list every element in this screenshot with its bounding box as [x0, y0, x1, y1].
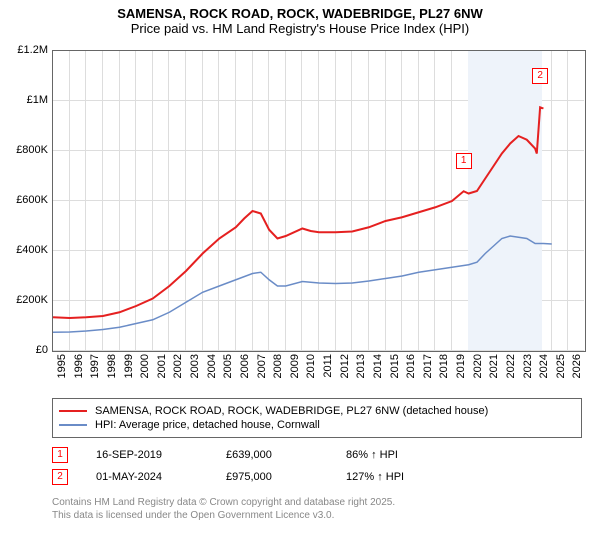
x-tick-label: 2019: [455, 354, 467, 384]
x-tick-label: 2003: [189, 354, 201, 384]
y-tick-label: £1M: [27, 94, 48, 106]
sale-marker-1: 1: [456, 153, 472, 169]
x-tick-label: 2017: [422, 354, 434, 384]
y-tick-label: £0: [36, 344, 48, 356]
sale-row-marker: 1: [52, 447, 68, 463]
footer: Contains HM Land Registry data © Crown c…: [52, 496, 395, 522]
sale-pct: 86% ↑ HPI: [346, 449, 466, 461]
sale-row: 1 16-SEP-2019£639,00086% ↑ HPI: [52, 444, 466, 466]
title-line1: SAMENSA, ROCK ROAD, ROCK, WADEBRIDGE, PL…: [0, 6, 600, 21]
x-tick-label: 2020: [472, 354, 484, 384]
legend-item: HPI: Average price, detached house, Corn…: [59, 419, 575, 431]
legend-swatch: [59, 424, 87, 426]
x-tick-label: 2012: [339, 354, 351, 384]
x-tick-label: 1998: [106, 354, 118, 384]
x-tick-label: 2021: [488, 354, 500, 384]
x-tick-label: 1997: [89, 354, 101, 384]
y-tick-label: £1.2M: [17, 44, 48, 56]
plot-area: [52, 50, 586, 352]
sale-marker-2: 2: [532, 68, 548, 84]
x-tick-label: 2008: [272, 354, 284, 384]
chart-container: SAMENSA, ROCK ROAD, ROCK, WADEBRIDGE, PL…: [0, 0, 600, 560]
title-area: SAMENSA, ROCK ROAD, ROCK, WADEBRIDGE, PL…: [0, 0, 600, 36]
y-tick-label: £800K: [16, 144, 48, 156]
sale-date: 01-MAY-2024: [96, 471, 226, 483]
sale-price: £639,000: [226, 449, 346, 461]
legend-label: HPI: Average price, detached house, Corn…: [95, 419, 320, 431]
sale-row: 2 01-MAY-2024£975,000127% ↑ HPI: [52, 466, 466, 488]
x-tick-label: 2016: [405, 354, 417, 384]
x-tick-label: 2014: [372, 354, 384, 384]
x-tick-label: 2025: [555, 354, 567, 384]
legend-swatch: [59, 410, 87, 412]
x-tick-label: 1996: [73, 354, 85, 384]
x-tick-label: 2013: [355, 354, 367, 384]
x-tick-label: 2002: [172, 354, 184, 384]
x-tick-label: 1999: [123, 354, 135, 384]
y-tick-label: £400K: [16, 244, 48, 256]
legend: SAMENSA, ROCK ROAD, ROCK, WADEBRIDGE, PL…: [52, 398, 582, 438]
x-tick-label: 2006: [239, 354, 251, 384]
x-tick-label: 2009: [289, 354, 301, 384]
x-tick-label: 2022: [505, 354, 517, 384]
y-tick-label: £600K: [16, 194, 48, 206]
title-line2: Price paid vs. HM Land Registry's House …: [0, 21, 600, 36]
series-price_paid: [53, 107, 543, 318]
x-tick-label: 2004: [206, 354, 218, 384]
legend-label: SAMENSA, ROCK ROAD, ROCK, WADEBRIDGE, PL…: [95, 405, 488, 417]
x-tick-label: 2018: [438, 354, 450, 384]
x-tick-label: 2000: [139, 354, 151, 384]
x-tick-label: 2010: [305, 354, 317, 384]
x-tick-label: 2007: [256, 354, 268, 384]
x-tick-label: 2024: [538, 354, 550, 384]
x-tick-label: 2011: [322, 354, 334, 384]
x-tick-label: 2023: [522, 354, 534, 384]
footer-line2: This data is licensed under the Open Gov…: [52, 509, 395, 522]
x-tick-label: 2026: [571, 354, 583, 384]
sale-pct: 127% ↑ HPI: [346, 471, 466, 483]
sales-table: 1 16-SEP-2019£639,00086% ↑ HPI 2 01-MAY-202…: [52, 444, 466, 488]
sale-row-marker: 2: [52, 469, 68, 485]
legend-item: SAMENSA, ROCK ROAD, ROCK, WADEBRIDGE, PL…: [59, 405, 575, 417]
chart-svg: [53, 51, 585, 351]
y-tick-label: £200K: [16, 294, 48, 306]
x-tick-label: 2005: [222, 354, 234, 384]
x-tick-label: 2001: [156, 354, 168, 384]
x-tick-label: 2015: [389, 354, 401, 384]
series-hpi: [53, 236, 552, 332]
sale-date: 16-SEP-2019: [96, 449, 226, 461]
sale-price: £975,000: [226, 471, 346, 483]
x-tick-label: 1995: [56, 354, 68, 384]
footer-line1: Contains HM Land Registry data © Crown c…: [52, 496, 395, 509]
